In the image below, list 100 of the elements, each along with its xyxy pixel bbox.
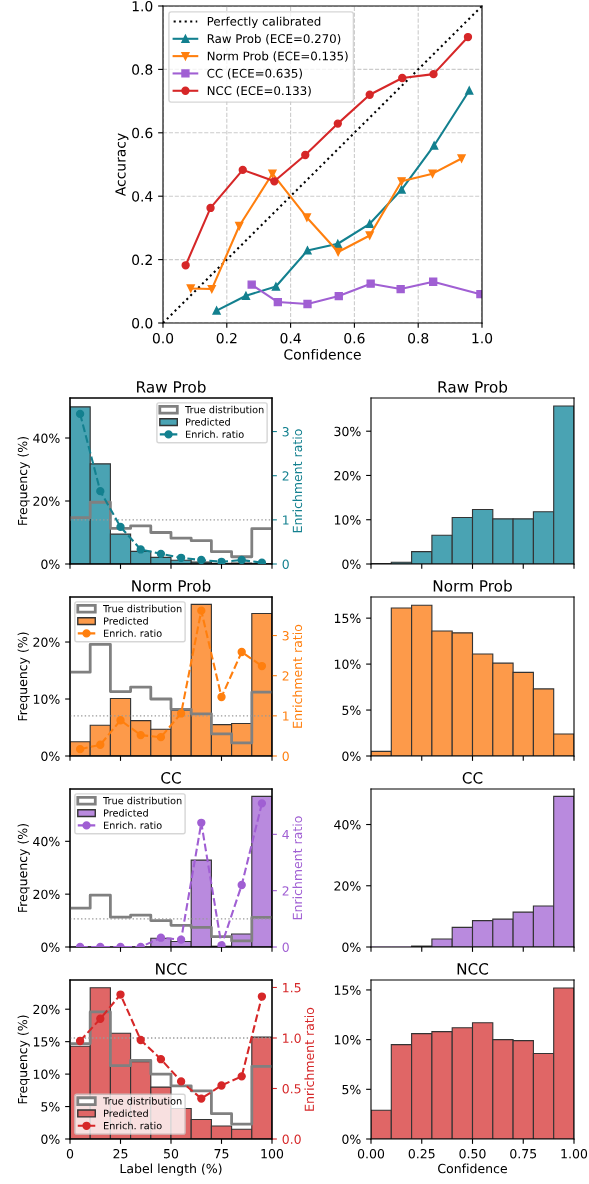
y-tick-label: 15%: [334, 613, 361, 624]
y-tick-label: 5%: [342, 705, 361, 715]
y-axis-title: Frequency (%): [17, 632, 30, 721]
y-tick-label: 20%: [334, 881, 361, 891]
chart-title: CC: [462, 772, 483, 784]
legend-label: Perfectly calibrated: [207, 16, 321, 29]
y2-axis-title: Enrichment ratio: [304, 1007, 315, 1111]
legend-label: Predicted: [186, 418, 230, 426]
y2-tick-label: 3: [282, 427, 289, 437]
legend-label: Enrich. ratio: [104, 629, 162, 637]
chart-title: Norm Prob: [132, 579, 211, 592]
x-tick-label: 75: [214, 1149, 229, 1159]
legend-label: CC (ECE=0.635): [207, 68, 302, 80]
y2-tick-label: 2: [282, 886, 289, 896]
chart-title: NCC: [156, 963, 187, 975]
y-tick-label: 0%: [41, 942, 60, 952]
x-tick-label: 0.50: [459, 1148, 486, 1159]
x-tick-label: 0: [66, 1148, 74, 1159]
x-axis-title: Confidence: [284, 348, 361, 360]
y-tick-label: 10%: [33, 694, 60, 704]
x-tick-label: 1.00: [561, 1148, 588, 1159]
chart-title: Norm Prob: [433, 579, 512, 592]
y-tick-label: 0%: [41, 1134, 60, 1144]
legend-label: Enrich. ratio: [186, 430, 244, 438]
y-tick-label: 5%: [41, 1102, 60, 1112]
y2-tick-label: 2: [282, 671, 289, 681]
y-tick-label: 0%: [342, 942, 361, 952]
y-tick-label: 0%: [342, 751, 361, 761]
y2-axis-title: Enrichment ratio: [292, 624, 303, 728]
y-tick-label: 20%: [33, 1004, 60, 1015]
y-tick-label: 20%: [33, 889, 60, 900]
y-tick-label: 1.0: [132, 0, 153, 12]
x-tick-label: 0.2: [216, 332, 237, 344]
y-tick-label: 30%: [334, 426, 361, 437]
y-tick-label: 10%: [334, 1035, 361, 1045]
y-tick-label: 0.8: [132, 64, 153, 75]
y2-axis-title: Enrichment ratio: [292, 816, 303, 920]
x-tick-label: 0.75: [510, 1148, 537, 1159]
legend-label: Enrich. ratio: [104, 1121, 162, 1130]
y2-tick-label: 0: [282, 559, 289, 569]
chart-title: Raw Prob: [438, 380, 508, 393]
y-tick-label: 0.4: [132, 191, 153, 202]
x-tick-label: 100: [261, 1148, 284, 1159]
y-tick-label: 40%: [33, 836, 60, 847]
x-tick-label: 0.25: [408, 1148, 435, 1159]
y-tick-label: 0%: [342, 559, 361, 569]
y-axis-title: Frequency (%): [17, 436, 30, 525]
y-tick-label: 20%: [33, 496, 60, 506]
y2-tick-label: 2: [282, 471, 289, 481]
legend-label: NCC (ECE=0.133): [207, 85, 311, 97]
y-tick-label: 0.0: [132, 317, 153, 329]
y-tick-label: 20%: [334, 470, 361, 481]
y-tick-label: 40%: [334, 819, 361, 830]
y-tick-label: 15%: [33, 1037, 60, 1047]
legend-label: True distribution: [103, 796, 182, 805]
y-tick-label: 0%: [342, 1134, 361, 1144]
legend-label: Enrich. ratio: [104, 821, 162, 829]
chart-title: NCC: [457, 963, 489, 975]
y2-tick-label: 1: [283, 711, 289, 721]
legend-label: Predicted: [104, 1109, 148, 1118]
y-tick-label: 10%: [334, 515, 361, 525]
y2-tick-label: 0: [282, 751, 289, 761]
legend-label: True distribution: [103, 1097, 182, 1105]
y-tick-label: 5%: [342, 1084, 361, 1095]
x-tick-label: 0.00: [357, 1148, 385, 1159]
legend-label: Norm Prob (ECE=0.135): [207, 51, 348, 62]
x-tick-label: 0.0: [152, 332, 174, 344]
y2-tick-label: 0: [282, 942, 289, 952]
y-axis-title: Accuracy: [115, 133, 129, 197]
legend-label: Predicted: [104, 617, 148, 625]
y-tick-label: 40%: [33, 433, 60, 443]
chart-title: Raw Prob: [137, 380, 206, 393]
x-axis-title: Label length (%): [120, 1163, 222, 1176]
y-tick-label: 0%: [41, 751, 60, 761]
y-tick-label: 10%: [33, 1069, 60, 1080]
legend-label: True distribution: [185, 405, 264, 414]
x-axis-title: Confidence: [438, 1163, 507, 1174]
chart-title: CC: [161, 772, 181, 784]
y2-tick-label: 1: [283, 515, 289, 525]
x-tick-label: 0.4: [280, 332, 301, 344]
y-tick-label: 0.6: [132, 127, 153, 139]
y2-tick-label: 1.5: [283, 983, 301, 993]
x-tick-label: 1.0: [472, 332, 493, 344]
legend-label: True distribution: [103, 604, 182, 613]
legend-label: Predicted: [104, 809, 148, 817]
y-axis-title: Frequency (%): [17, 823, 30, 912]
legend-label: Raw Prob (ECE=0.270): [207, 33, 341, 45]
y2-tick-label: 0.0: [282, 1134, 301, 1144]
y2-tick-label: 3: [282, 631, 289, 641]
y-tick-label: 0%: [41, 559, 60, 569]
y-tick-label: 20%: [33, 637, 60, 647]
y-axis-title: Frequency (%): [17, 1015, 30, 1104]
x-tick-label: 50: [164, 1148, 179, 1159]
x-tick-label: 0.8: [408, 332, 429, 344]
y-tick-label: 0.2: [132, 254, 152, 266]
y2-tick-label: 0.5: [282, 1083, 301, 1094]
y-tick-label: 10%: [334, 659, 361, 670]
y2-tick-label: 4: [282, 829, 289, 840]
y-tick-label: 15%: [334, 985, 361, 995]
x-tick-label: 25: [113, 1148, 128, 1159]
